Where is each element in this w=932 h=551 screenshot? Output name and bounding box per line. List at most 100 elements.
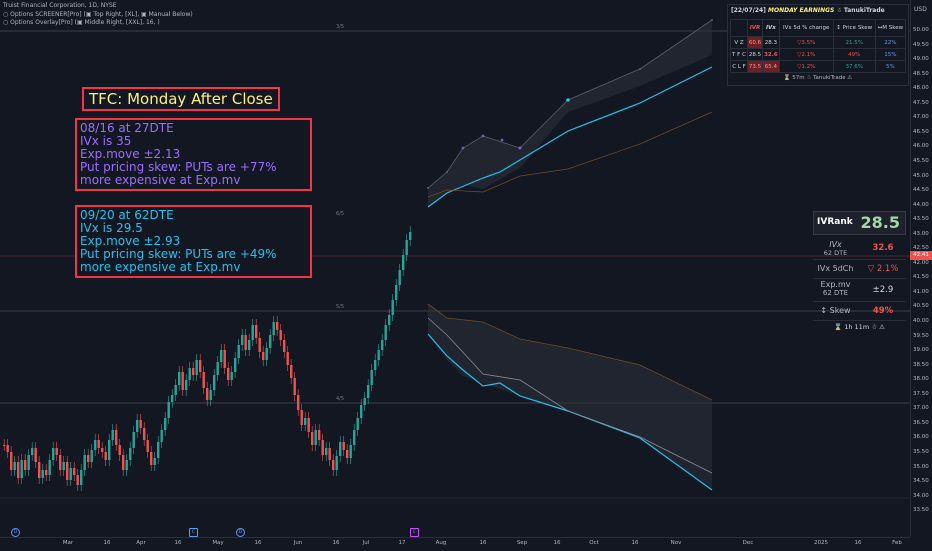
projection-dot [639,68,641,70]
candle-body [353,430,356,445]
currency-label[interactable]: USD [914,6,927,13]
earnings-footer: ⌛ 57m ☃ TanukiTrade ⚠ [783,75,853,81]
candle-body [227,368,230,380]
dividend-marker[interactable]: D [236,528,245,537]
overlay-legend[interactable]: ○ Options Overlay[Pro] (▣ Middle Right, … [3,19,160,26]
brand-label: ☃ TanukiTrade [836,7,885,14]
candle-body [311,432,314,445]
change-cell: ▽3.5% [778,36,834,49]
time-tick: Dec [742,540,754,546]
iv-rank-panel[interactable]: IVRank 28.5 IVx 62 DTE 32.6 IVx 5dCh ▽ 2.… [813,211,906,331]
ivx-value: 32.6 [872,243,894,253]
candle-body [223,350,226,368]
symbol-legend[interactable]: Truist Financial Corporation, 1D, NYSE [3,2,117,9]
skew-row: ↕ Skew 49% [813,302,906,321]
candle-body [206,388,209,400]
candle-body [178,372,181,385]
price-tick: 47.00 [913,114,929,121]
candle-body [360,405,363,418]
candle-body [258,338,261,352]
time-tick: 16 [174,540,182,546]
price-skew-cell: 37.6% [832,60,876,73]
ivx-dte: 62 DTE [823,249,848,257]
price-tick: 43.50 [913,216,929,223]
screener-legend[interactable]: ○ Options SCREENER[Pro] (▣ Top Right, [X… [3,10,193,18]
upper-projection-band [428,20,712,207]
price-tick: 36.00 [913,434,929,441]
candle-body [34,448,37,462]
candle-body [41,470,44,478]
candle-body [230,372,233,380]
time-tick: 16 [854,540,862,546]
price-axis[interactable] [910,0,932,537]
candle-body [241,335,244,345]
level-label: 5/5 [336,304,345,310]
price-tick: 44.00 [913,201,929,208]
ivx-cell: 32.6 [762,48,780,61]
expected-move-value: ±2.9 [872,285,894,295]
note-line: more expensive at Exp.mv [80,173,241,187]
price-tick: 37.50 [913,390,929,397]
candle-body [27,455,30,470]
lower-projection-band [428,304,712,490]
chart-event-marker[interactable]: C [189,528,198,537]
ticker-cell: C L F [730,60,748,73]
candle-body [3,445,6,446]
annotation-note-august[interactable]: 08/16 at 27DTE IVx is 35 Exp.move ±2.13 … [75,118,312,191]
candle-body [24,460,27,470]
price-skew-cell: 49% [832,48,876,61]
upper-envelope [427,19,713,189]
annotation-note-september[interactable]: 09/20 at 62DTE IVx is 29.5 Exp.move ±2.9… [75,205,312,278]
candle-body [118,445,121,455]
dividend-marker[interactable]: D [11,528,20,537]
candlesticks [3,226,412,491]
candle-body [90,450,93,462]
table-row[interactable]: T F C 28.5 32.6 ▽2.1% 49% 15% [730,48,907,61]
price-tick: 38.50 [913,361,929,368]
annotation-title[interactable]: TFC: Monday After Close [82,87,280,111]
table-row[interactable]: V Z 60.6 28.3 ▽3.5% 21.5% 22% [730,36,907,49]
note-line: 09/20 at 62DTE [80,208,174,222]
candle-body [129,448,132,460]
candle-body [17,462,20,478]
candle-body [237,345,240,358]
candle-body [328,448,331,460]
candle-body [66,462,69,480]
candle-body [143,428,146,440]
price-tick: 35.00 [913,463,929,470]
earnings-marker[interactable]: E [410,528,419,537]
earnings-screener-table[interactable]: [22/07/24] MONDAY EARNINGS ☃ TanukiTrade… [727,4,909,86]
time-tick: 16 [553,540,561,546]
price-tick: 40.00 [913,318,929,324]
change-cell: ▽2.1% [778,48,834,61]
candle-body [160,430,163,442]
ivx-cell: 28.3 [762,36,780,49]
candle-body [199,360,202,372]
candle-body [402,255,405,270]
time-tick: Nov [670,540,682,546]
column-header: ↔M Skew [874,19,907,37]
price-tick: 37.00 [913,405,929,412]
candle-body [255,325,258,338]
candle-body [167,402,170,418]
price-tick: 50.00 [913,27,929,33]
price-tick: 39.50 [913,332,929,339]
table-row[interactable]: C L F 73.5 65.4 ▽1.2% 37.6% 5% [730,60,907,73]
iv-metrics: IVx 62 DTE 32.6 IVx 5dCh ▽ 2.1% Exp.mv 62 … [813,239,906,321]
candle-body [209,390,212,400]
earnings-header: [22/07/24] MONDAY EARNINGS ☃ TanukiTrade [731,7,885,14]
candle-body [115,430,118,445]
time-tick: Apr [136,540,146,546]
candle-body [202,372,205,388]
candle-body [293,378,296,395]
ivx-label-text: IVx [829,240,842,249]
time-axis[interactable] [0,537,910,551]
price-tick: 45.50 [913,157,929,164]
candle-body [55,448,58,455]
ivr-cell: 73.5 [746,60,764,73]
candle-body [286,352,289,365]
candle-body [332,460,335,470]
candle-body [122,455,125,470]
candle-body [318,430,321,440]
